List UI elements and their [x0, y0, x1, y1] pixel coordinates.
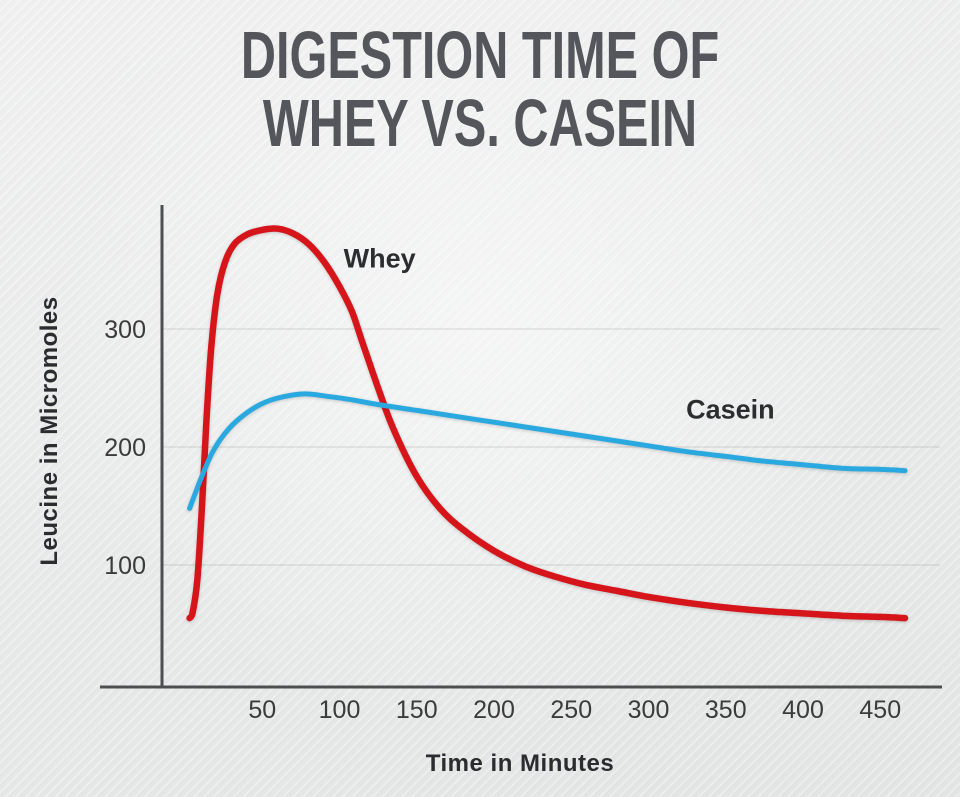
x-tick-label: 100 [319, 696, 361, 724]
casein-series-label: Casein [686, 395, 775, 425]
digestion-line-chart: 50 100 150 200 250 300 350 400 450 100 200 300 Whey… [100, 205, 942, 724]
x-tick-label: 450 [859, 696, 901, 724]
casein-curve [187, 391, 908, 511]
y-tick-label: 300 [104, 316, 146, 344]
y-axis-title: Leucine in Micromoles [36, 296, 63, 566]
series-labels: Whey Casein [344, 244, 775, 425]
grid-lines [163, 328, 940, 566]
chart-title: DIGESTION TIME OF WHEY VS. CASEIN [115, 22, 845, 156]
x-tick-label: 250 [550, 696, 592, 724]
x-tick-label: 200 [473, 696, 515, 724]
whey-series-label: Whey [344, 244, 416, 274]
tick-labels: 50 100 150 200 250 300 350 400 450 100 200 300 [104, 316, 901, 724]
chart-title-line-2: WHEY VS. CASEIN [262, 85, 698, 160]
x-axis-title: Time in Minutes [425, 750, 615, 777]
y-tick-label: 200 [104, 434, 146, 462]
x-tick-label: 50 [248, 696, 276, 724]
x-tick-label: 150 [396, 696, 438, 724]
y-tick-label: 100 [104, 552, 146, 580]
series-curves [186, 225, 909, 622]
axes [100, 205, 942, 689]
x-tick-label: 400 [782, 696, 824, 724]
whey-curve [186, 225, 909, 622]
x-tick-label: 350 [705, 696, 747, 724]
chart-title-line-1: DIGESTION TIME OF [240, 17, 720, 93]
x-tick-label: 300 [628, 696, 670, 724]
